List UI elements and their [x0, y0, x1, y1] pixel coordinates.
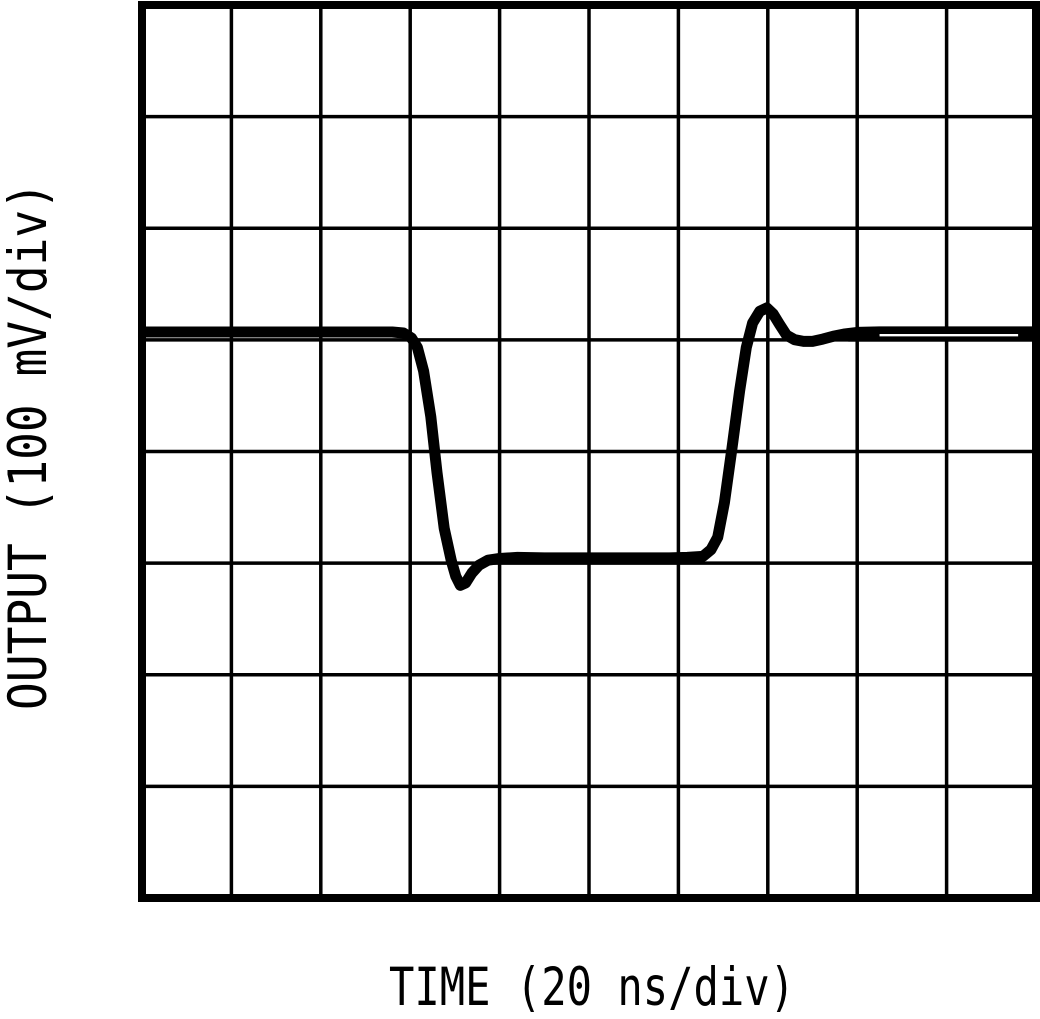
x-axis-label: TIME (20 ns/div)	[389, 957, 795, 1018]
waveform-trace	[136, 302, 1040, 591]
graticule	[138, 1, 1040, 902]
graticule-border	[138, 1, 1040, 902]
y-axis-label: OUTPUT (100 mV/div)	[0, 182, 59, 710]
